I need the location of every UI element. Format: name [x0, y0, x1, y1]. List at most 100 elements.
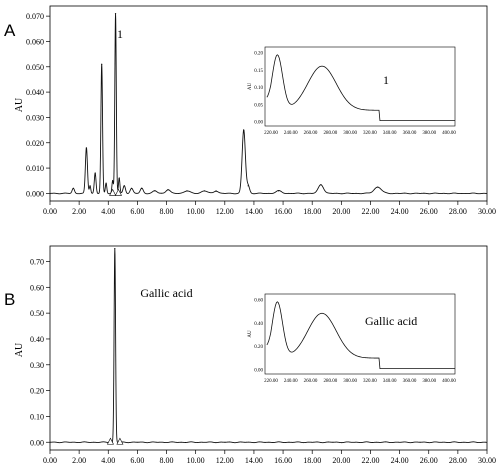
inset-y-tick-label: 0.00: [254, 369, 263, 374]
x-tick-label: 10.00: [187, 207, 205, 216]
inset-y-tick-label: 0.20: [254, 52, 263, 57]
x-tick-label: 2.00: [72, 456, 86, 465]
x-tick-label: 12.00: [216, 207, 234, 216]
uv-spectrum-inset: 0.00 0.20 0.40 0.60 AU 220.00 240.00 260.00 280.…: [248, 293, 456, 384]
y-axis-label: AU: [14, 342, 25, 357]
inset-x-tick-label: 360.00: [403, 379, 417, 384]
y-tick-label: 0.60: [30, 283, 44, 292]
integration-marker: [116, 437, 124, 445]
x-tick-label: 24.00: [391, 456, 409, 465]
inset-frame: [264, 46, 456, 127]
inset-x-tick-label: 400.00: [442, 379, 456, 384]
y-tick-label: 0.10: [30, 412, 44, 421]
peak-apex-5: [101, 63, 103, 65]
inset-x-tick-label: 280.00: [323, 131, 337, 136]
inset-x-tick-label: 400.00: [442, 131, 456, 136]
inset-y-tick-label: 0.60: [254, 299, 263, 304]
peak-apex-9: [118, 177, 120, 179]
uv-spectrum-inset: 0.00 0.05 0.10 0.15 0.20 AU 220.00 240.00 260.00…: [248, 46, 456, 136]
x-tick-label: 24.00: [391, 207, 409, 216]
x-tick-label: 8.00: [160, 456, 174, 465]
peak-apex-12: [141, 187, 143, 189]
y-tick-label: 0.060: [26, 37, 44, 46]
uv-spectrum-trace: [266, 54, 455, 122]
inset-x-tick-label: 240.00: [284, 131, 298, 136]
x-tick-label: 14.00: [245, 207, 263, 216]
inset-annotation: Gallic acid: [365, 314, 417, 328]
y-tick-label: 0.000: [26, 189, 44, 198]
x-tick-label: 28.00: [449, 207, 467, 216]
x-tick-label: 2.00: [72, 207, 86, 216]
inset-x-tick-label: 240.00: [284, 379, 298, 384]
inset-y-tick-label: 0.40: [254, 322, 263, 327]
peak-apex-15: [186, 190, 188, 192]
y-tick-label: 0.070: [26, 12, 44, 21]
peak-apex-19: [247, 185, 249, 187]
uv-spectrum-trace: [266, 301, 455, 369]
integration-marker: [106, 437, 114, 445]
peak-apex-1: [114, 247, 116, 250]
y-axis-label: AU: [14, 97, 25, 112]
y-tick-label: 0.010: [26, 164, 44, 173]
inset-annotation: 1: [383, 73, 389, 87]
chromatogram-trace: [50, 248, 488, 444]
y-tick-label: 0.00: [30, 438, 44, 447]
x-tick-label: 20.00: [332, 456, 350, 465]
x-tick-label: 16.00: [274, 207, 292, 216]
x-tick-label: 18.00: [303, 207, 321, 216]
x-tick-label: 4.00: [101, 207, 115, 216]
peak-apex-20: [278, 190, 280, 192]
inset-x-tick-label: 340.00: [383, 131, 397, 136]
inset-x-tick-label: 260.00: [304, 131, 318, 136]
plot-frame: [49, 245, 488, 451]
panel-label: B: [4, 290, 15, 309]
chromatogram-panel-b: B AU 0.00 2.00 4.00 6.00 8.00 10.00 12.00 14.00 16…: [4, 245, 496, 465]
x-tick-label: 10.00: [187, 456, 205, 465]
y-tick-label: 0.050: [26, 63, 44, 72]
peak-apex-1: [72, 187, 74, 189]
integration-marker: [114, 188, 122, 196]
x-tick-label: 30.00: [478, 456, 496, 465]
inset-x-tick-label: 380.00: [422, 379, 436, 384]
peak-apex-7: [112, 180, 114, 182]
x-tick-label: 6.00: [130, 456, 144, 465]
inset-y-tick-label: 0.15: [254, 69, 263, 74]
x-tick-label: 6.00: [130, 207, 144, 216]
x-tick-label: 12.00: [216, 456, 234, 465]
x-tick-label: 20.00: [332, 207, 350, 216]
inset-x-tick-label: 300.00: [343, 131, 357, 136]
peak-apex-11: [130, 187, 133, 189]
peak-apex-6: [105, 182, 107, 184]
y-tick-label: 0.30: [30, 361, 44, 370]
inset-x-tick-label: 320.00: [363, 379, 377, 384]
peak-apex-8: [114, 12, 117, 15]
inset-x-tick-label: 380.00: [422, 131, 436, 136]
x-tick-label: 22.00: [361, 456, 379, 465]
peak-apex-21: [320, 183, 322, 186]
x-tick-label: 26.00: [420, 456, 438, 465]
x-tick-label: 16.00: [274, 456, 292, 465]
x-tick-label: 28.00: [449, 456, 467, 465]
inset-y-tick-label: 0.10: [254, 86, 263, 91]
inset-y-tick-label: 0.00: [254, 121, 263, 126]
inset-y-tick-label: 0.20: [254, 345, 263, 350]
peak-annotation: Gallic acid: [140, 286, 192, 300]
chromatogram-trace: [50, 13, 487, 195]
x-tick-label: 22.00: [361, 207, 379, 216]
peak-apex-22: [377, 186, 379, 188]
inset-y-tick-label: 0.05: [254, 103, 263, 108]
y-tick-label: 0.70: [30, 257, 44, 266]
inset-x-tick-label: 220.00: [264, 131, 278, 136]
x-tick-label: 14.00: [245, 456, 263, 465]
peak-annotation: 1: [117, 27, 123, 41]
y-tick-label: 0.50: [30, 309, 44, 318]
x-tick-label: 26.00: [420, 207, 438, 216]
peak-apex-14: [167, 189, 169, 191]
peak-apex-17: [215, 190, 217, 192]
inset-x-tick-label: 280.00: [323, 379, 337, 384]
inset-x-tick-label: 320.00: [363, 131, 377, 136]
x-tick-label: 0.00: [43, 207, 57, 216]
inset-x-tick-label: 340.00: [383, 379, 397, 384]
peak-apex-10: [123, 185, 125, 187]
